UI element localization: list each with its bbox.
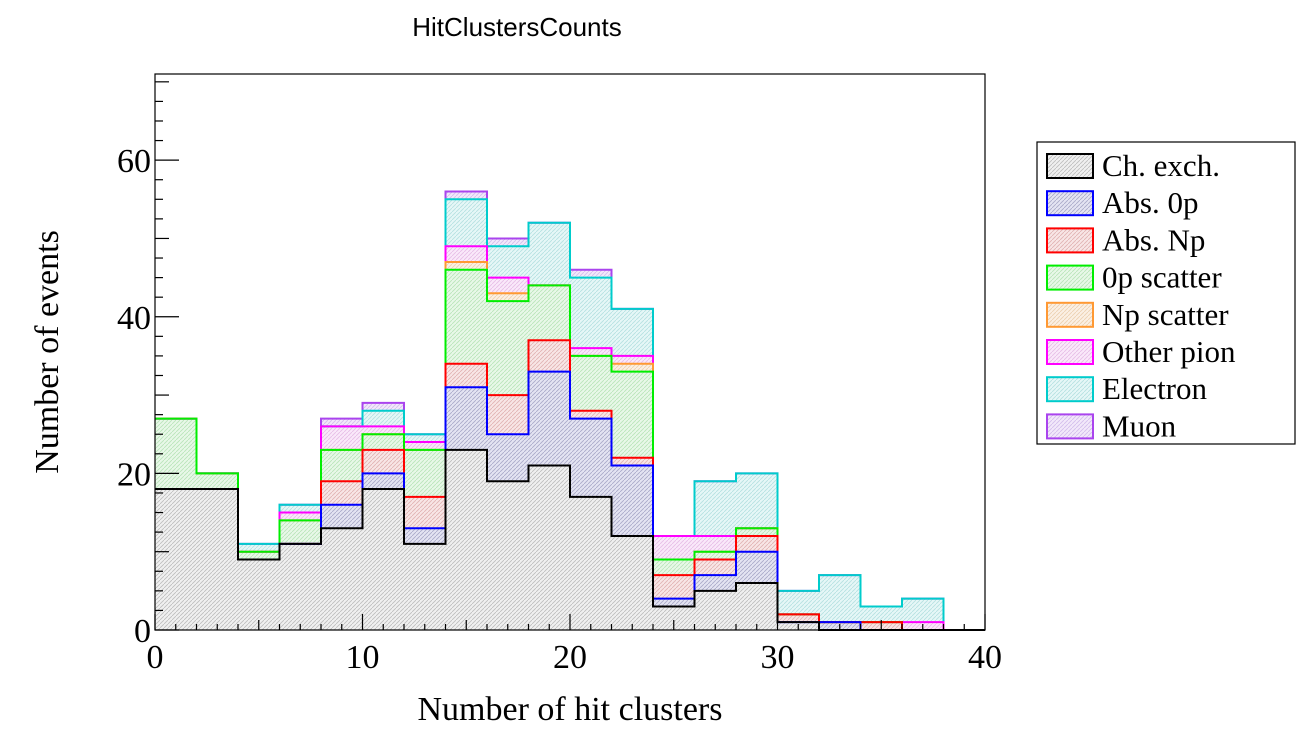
legend-swatch — [1046, 301, 1094, 328]
legend-swatch — [1046, 376, 1094, 403]
histogram-series — [155, 190, 985, 631]
legend-swatch — [1046, 413, 1094, 440]
x-tick-label: 30 — [761, 639, 795, 676]
y-axis-label: Number of events — [29, 230, 66, 474]
legend-entry-ch-exch: Ch. exch. — [1046, 148, 1220, 183]
legend-entry-abs-np: Abs. Np — [1046, 222, 1205, 257]
x-axis-label: Number of hit clusters — [418, 691, 723, 728]
legend-label: 0p scatter — [1102, 260, 1222, 295]
axis-ticks: 0 10 20 30 40 0 20 40 60 — [117, 81, 1002, 676]
legend-swatch — [1046, 339, 1094, 365]
legend-label: Ch. exch. — [1102, 148, 1220, 183]
legend-label: Np scatter — [1102, 297, 1229, 332]
legend-entry-other-pion: Other pion — [1046, 334, 1236, 369]
legend-label: Electron — [1102, 371, 1208, 406]
legend-label: Muon — [1102, 408, 1177, 443]
x-tick-label: 0 — [147, 639, 164, 676]
legend-swatch — [1046, 190, 1094, 217]
series-line-ch-exch — [155, 448, 985, 631]
x-tick-label: 20 — [553, 639, 587, 676]
legend-swatch — [1046, 227, 1094, 254]
x-tick-label: 10 — [346, 639, 380, 676]
legend-entry-muon: Muon — [1046, 408, 1177, 443]
y-tick-label: 20 — [117, 456, 151, 493]
series-line-electron — [155, 198, 985, 631]
legend-entry-np-scatter: Np scatter — [1046, 297, 1229, 332]
chart-title: HitClustersCounts — [412, 12, 622, 42]
legend-entry-abs-0p: Abs. 0p — [1046, 185, 1198, 220]
x-tick-label: 40 — [968, 639, 1002, 676]
legend-entry-electron: Electron — [1046, 371, 1208, 406]
y-tick-label: 0 — [134, 613, 151, 650]
y-tick-label: 40 — [117, 300, 151, 337]
legend-label: Other pion — [1102, 334, 1236, 369]
legend-label: Abs. 0p — [1102, 185, 1198, 220]
legend-swatch — [1046, 264, 1094, 291]
legend-entry-0p-scatter: 0p scatter — [1046, 260, 1222, 295]
legend-label: Abs. Np — [1102, 222, 1205, 257]
y-tick-label: 60 — [117, 143, 151, 180]
legend-swatch — [1046, 153, 1094, 179]
